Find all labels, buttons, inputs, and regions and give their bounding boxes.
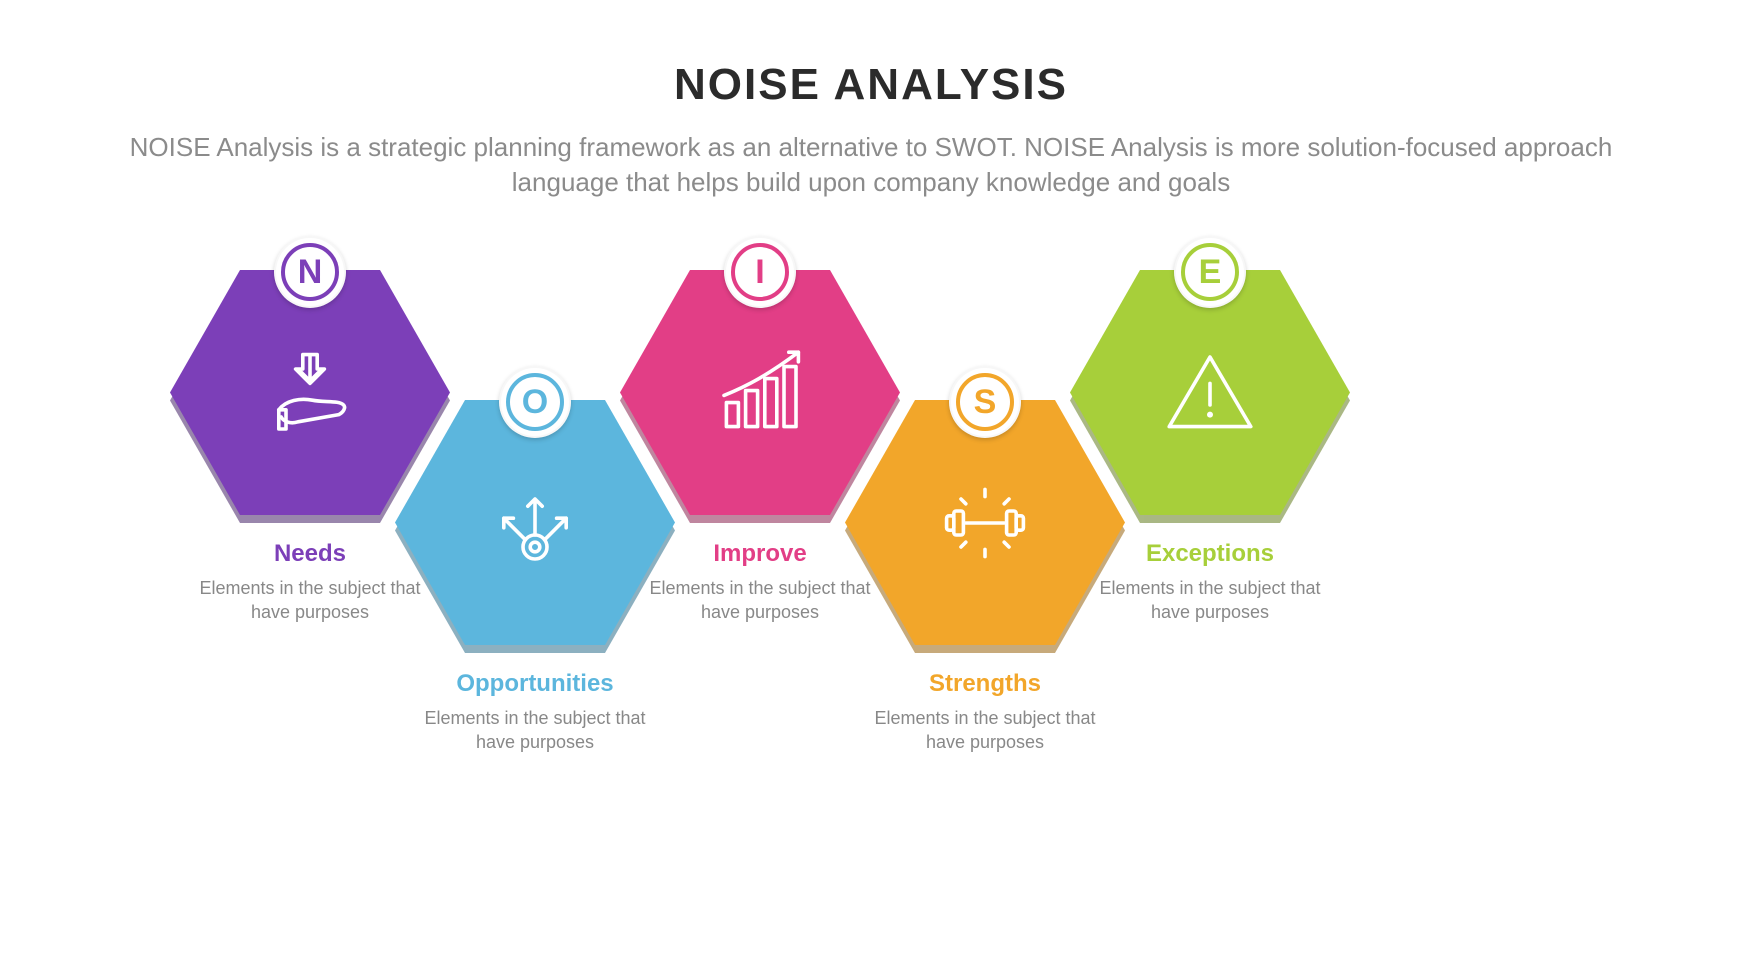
page-title: NOISE ANALYSIS <box>0 60 1742 110</box>
item-desc: Elements in the subject that have purpos… <box>405 706 665 755</box>
letter-text: E <box>1181 243 1239 301</box>
letter-text: S <box>956 373 1014 431</box>
label-block-strengths: Strengths Elements in the subject that ha… <box>855 670 1115 755</box>
item-desc: Elements in the subject that have purpos… <box>1080 576 1340 625</box>
item-title: Strengths <box>855 670 1115 698</box>
letter-badge-o: O <box>499 366 571 438</box>
letter-badge-e: E <box>1174 236 1246 308</box>
hex-canvas: NNeedsElements in the subject that have … <box>0 240 1742 800</box>
letter-text: N <box>281 243 339 301</box>
letter-badge-s: S <box>949 366 1021 438</box>
hex-item-exceptions: E <box>1070 270 1350 515</box>
item-title: Opportunities <box>405 670 665 698</box>
item-desc: Elements in the subject that have purpos… <box>855 706 1115 755</box>
label-block-opportunities: Opportunities Elements in the subject tha… <box>405 670 665 755</box>
item-title: Exceptions <box>1080 540 1340 568</box>
page-subtitle: NOISE Analysis is a strategic planning f… <box>120 130 1622 200</box>
letter-text: I <box>731 243 789 301</box>
label-block-exceptions: Exceptions Elements in the subject that h… <box>1080 540 1340 625</box>
letter-badge-i: I <box>724 236 796 308</box>
letter-text: O <box>506 373 564 431</box>
letter-badge-n: N <box>274 236 346 308</box>
